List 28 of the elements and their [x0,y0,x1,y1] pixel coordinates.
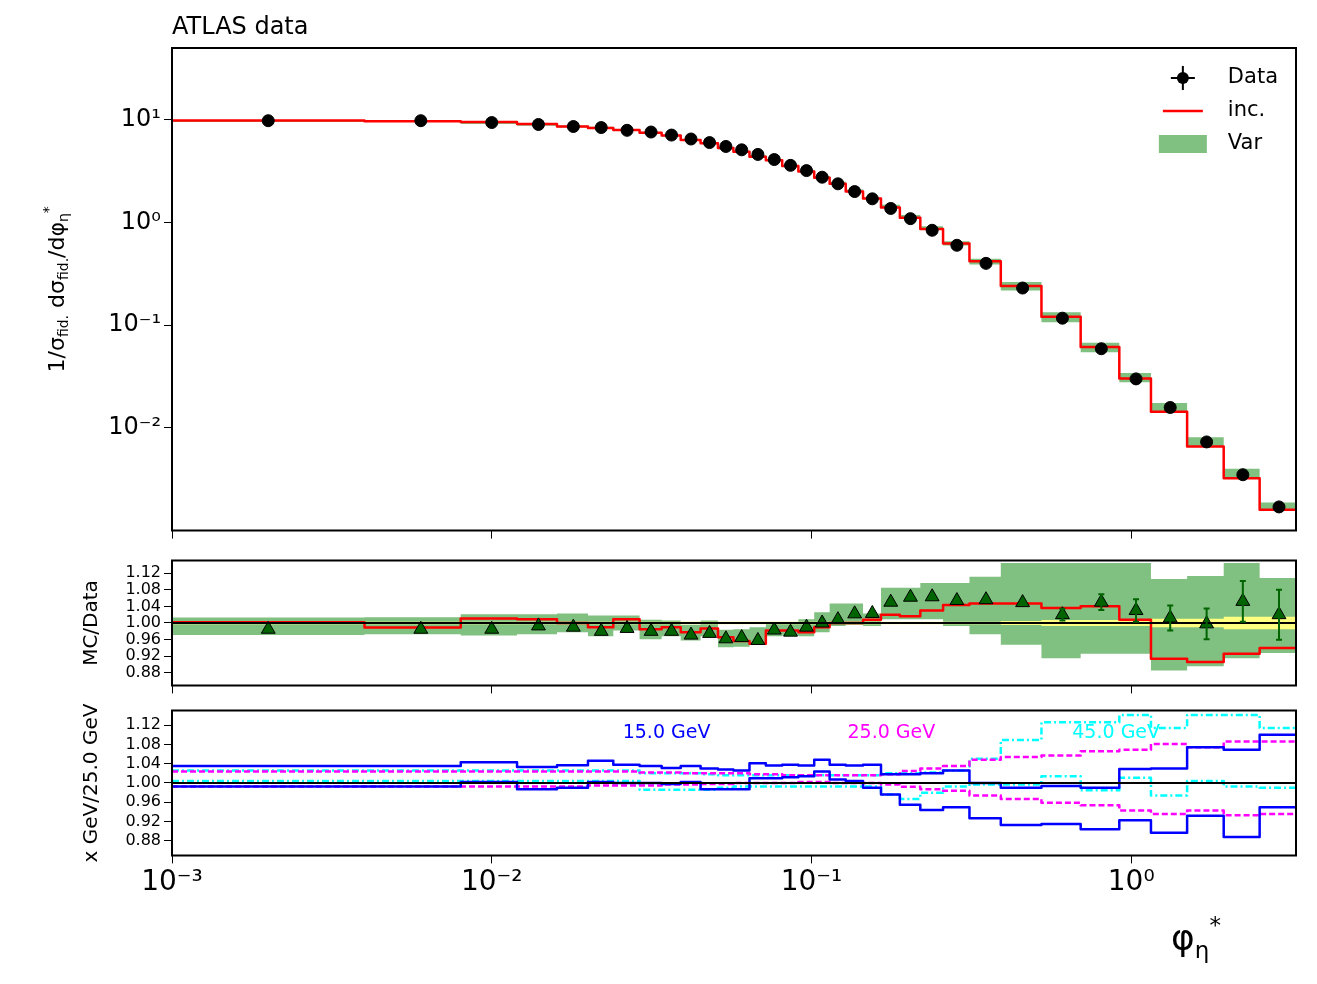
y-tick-label: 1.04 [125,752,161,772]
y-tick-label: 10⁻¹ [108,309,161,338]
legend-label: inc. [1227,97,1266,122]
y-tick-label: 10¹ [120,104,161,133]
series-label: 45.0 GeV [1072,719,1161,742]
y-tick-label: 1.08 [125,733,161,753]
y-tick-label: 0.88 [125,830,161,850]
series-label: 15.0 GeV [622,719,711,742]
y-tick-label: 1.04 [125,595,161,615]
legend-label: Var [1227,130,1263,155]
series-label: 25.0 GeV [847,719,936,742]
y-tick-label: 10⁻² [108,412,161,441]
y-tick-label: 1.00 [125,772,161,792]
x-tick-label: 10⁻² [460,864,523,898]
y-tick-label: 0.92 [125,810,161,830]
y-tick-label: 0.92 [125,645,161,665]
y-axis-title: x GeV/25.0 GeV [78,703,103,863]
y-tick-label: 1.12 [125,714,161,734]
y-axis-title: MC/Data [78,580,103,666]
x-tick-label: 10⁰ [1107,864,1155,898]
x-tick-label: 10⁻¹ [780,864,843,898]
legend-label: Data [1227,64,1279,89]
x-tick-label: 10⁻³ [141,864,203,898]
y-axis-title: 1/σfid. dσfid./dφη* [39,206,72,373]
y-tick-label: 10⁰ [120,206,161,235]
y-tick-label: 0.96 [125,791,161,811]
chart-title: ATLAS data [172,12,309,41]
y-tick-label: 0.88 [125,662,161,682]
